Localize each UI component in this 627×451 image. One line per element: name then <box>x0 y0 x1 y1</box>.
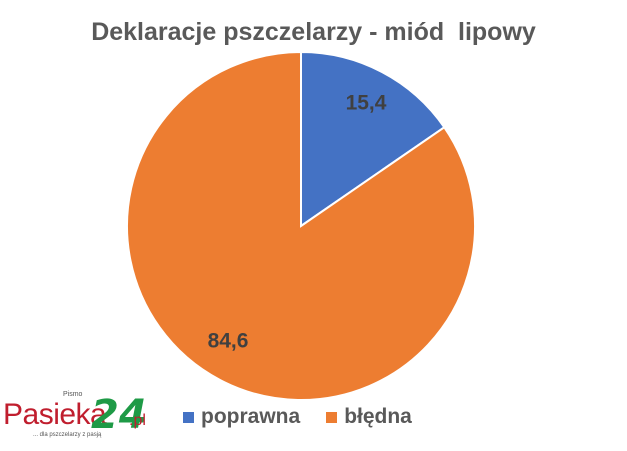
logo-main-text: Pasieka <box>3 398 107 431</box>
chart-title: Deklaracje pszczelarzy - miód lipowy <box>91 18 536 46</box>
legend-label-bledna: błędna <box>344 405 412 428</box>
legend-swatch-bledna <box>326 411 338 423</box>
legend-item-bledna: błędna <box>326 405 412 429</box>
legend-item-poprawna: poprawna <box>183 405 300 429</box>
data-label-bledna: 84,6 <box>208 330 249 353</box>
pie-slice-poprawna <box>300 50 446 228</box>
legend-label-poprawna: poprawna <box>201 405 301 428</box>
data-label-poprawna: 15,4 <box>346 92 387 115</box>
pie-slice-bledna <box>126 50 476 401</box>
logo-tagline: ... dla pszczelarzy z pasją <box>33 432 102 438</box>
pasieka24-logo: Pismo Pasieka 24 .pl ... dla pszczelarzy… <box>3 390 153 446</box>
logo-top-text: Pismo <box>63 391 83 398</box>
logo-suffix-text: .pl <box>129 412 146 429</box>
logo-number-text: 24 <box>91 392 147 438</box>
legend-swatch-poprawna <box>183 411 194 423</box>
chart-legend: poprawna błędna <box>183 405 438 429</box>
